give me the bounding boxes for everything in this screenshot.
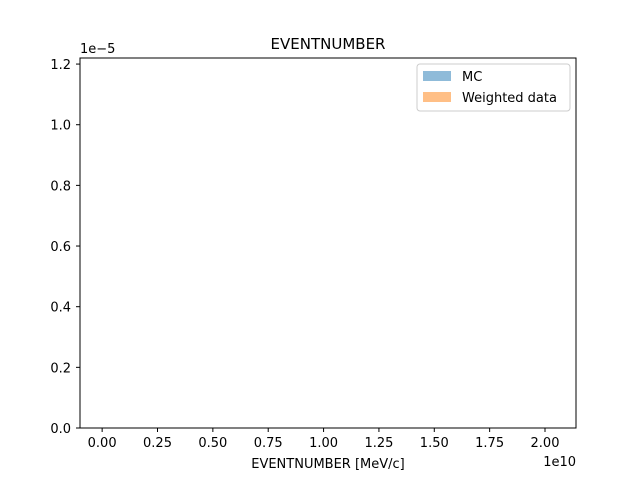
legend-label-weighted-data: Weighted data: [462, 91, 557, 106]
y-tick-label: 1.2: [50, 58, 71, 73]
x-tick-label: 1.75: [475, 436, 504, 451]
x-tick-label: 1.50: [420, 436, 449, 451]
y-tick-label: 0.0: [50, 422, 71, 437]
x-tick-label: 2.00: [531, 436, 560, 451]
x-tick-label: 0.00: [88, 436, 117, 451]
x-tick-label: 0.50: [198, 436, 227, 451]
x-axis-ticks: 0.00 0.25 0.50 0.75 1.00 1.25 1.50 1.75 2.00: [88, 428, 560, 451]
y-tick-label: 1.0: [50, 119, 71, 134]
legend: MC Weighted data: [416, 63, 571, 112]
x-axis-offset-label: 1e10: [543, 455, 576, 470]
y-axis-offset-label: 1e−5: [80, 42, 115, 57]
x-tick-label: 1.00: [309, 436, 338, 451]
legend-swatch-weighted-data: [423, 92, 451, 102]
plot-area-frame: [79, 57, 577, 429]
x-tick-label: 0.25: [143, 436, 172, 451]
x-axis-label: EVENTNUMBER [MeV/c]: [251, 457, 405, 472]
x-tick-label: 0.75: [254, 436, 283, 451]
y-tick-label: 0.4: [50, 301, 71, 316]
y-axis-ticks: 0.0 0.2 0.4 0.6 0.8 1.0 1.2: [50, 58, 80, 437]
legend-label-mc: MC: [462, 70, 482, 85]
y-tick-label: 0.8: [50, 179, 71, 194]
legend-swatch-mc: [423, 71, 451, 81]
legend-box: [416, 63, 571, 112]
y-tick-label: 0.2: [50, 361, 71, 376]
x-tick-label: 1.25: [364, 436, 393, 451]
y-tick-label: 0.6: [50, 240, 71, 255]
chart-title: EVENTNUMBER: [271, 35, 386, 53]
